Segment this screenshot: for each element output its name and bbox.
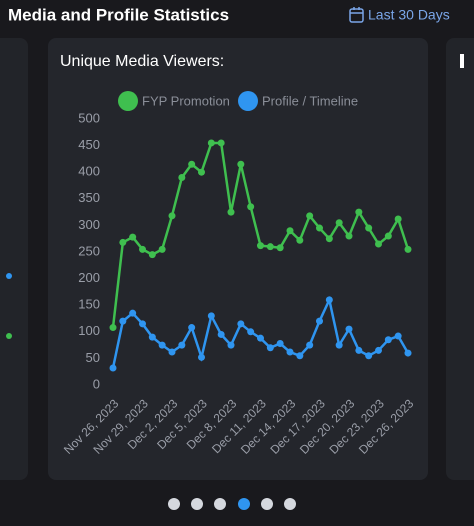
data-point xyxy=(384,232,392,240)
data-point xyxy=(237,320,245,328)
legend-label: Profile / Timeline xyxy=(262,93,358,108)
legend-label: FYP Promotion xyxy=(142,93,230,108)
data-point xyxy=(217,139,225,147)
y-tick-label: 400 xyxy=(78,164,100,179)
data-point xyxy=(119,238,127,246)
data-point xyxy=(247,328,255,336)
legend-swatch xyxy=(118,91,138,111)
page-dot[interactable] xyxy=(261,498,273,510)
data-point xyxy=(129,309,137,317)
data-point xyxy=(316,224,323,232)
page-dot[interactable] xyxy=(214,498,226,510)
data-point xyxy=(355,208,363,216)
data-point xyxy=(316,317,323,325)
data-point xyxy=(139,245,146,253)
data-point xyxy=(286,348,294,356)
page-dot[interactable] xyxy=(284,498,296,510)
y-tick-label: 250 xyxy=(78,243,100,258)
y-tick-label: 100 xyxy=(78,323,100,338)
page-dot[interactable] xyxy=(168,498,180,510)
data-point xyxy=(188,324,196,332)
data-point xyxy=(237,160,245,168)
page-dot[interactable] xyxy=(191,498,203,510)
data-point xyxy=(266,243,274,251)
prev-card-dot xyxy=(6,273,12,279)
data-point xyxy=(119,317,127,325)
y-tick-label: 450 xyxy=(78,137,100,152)
y-tick-label: 50 xyxy=(86,350,100,365)
prev-card-dot xyxy=(6,333,12,339)
y-tick-label: 150 xyxy=(78,297,100,312)
y-tick-label: 200 xyxy=(78,270,100,285)
data-point xyxy=(384,336,392,344)
data-point xyxy=(375,240,382,248)
data-point xyxy=(286,227,294,235)
data-point xyxy=(325,296,333,304)
data-point xyxy=(178,174,186,182)
date-range[interactable]: Last 30 Days xyxy=(368,7,450,23)
page-title: Media and Profile Statistics xyxy=(8,5,229,24)
calendar-icon xyxy=(349,7,364,23)
data-point xyxy=(306,212,314,220)
data-point xyxy=(345,325,353,333)
data-point xyxy=(296,352,304,360)
data-point xyxy=(148,333,156,341)
data-point xyxy=(217,330,225,338)
data-point xyxy=(168,212,176,220)
data-point xyxy=(325,235,333,243)
data-point xyxy=(168,348,176,356)
data-point xyxy=(394,332,402,340)
data-point xyxy=(109,364,117,372)
pagination xyxy=(168,498,296,510)
data-point xyxy=(158,341,166,349)
data-point xyxy=(109,324,117,332)
y-tick-label: 0 xyxy=(93,376,100,391)
data-point xyxy=(375,346,382,354)
data-point xyxy=(355,346,363,354)
legend-swatch xyxy=(238,91,258,111)
card xyxy=(48,38,428,480)
y-tick-label: 500 xyxy=(78,110,100,125)
prev-card xyxy=(0,38,28,480)
data-point xyxy=(247,203,255,211)
data-point xyxy=(178,341,186,349)
data-point xyxy=(335,219,343,227)
data-point xyxy=(227,208,235,216)
data-point xyxy=(148,251,156,259)
y-tick-label: 350 xyxy=(78,190,100,205)
data-point xyxy=(227,341,235,349)
data-point xyxy=(306,341,314,349)
y-tick-label: 300 xyxy=(78,217,100,232)
data-point xyxy=(198,353,205,361)
data-point xyxy=(188,160,196,168)
data-point xyxy=(257,334,264,342)
data-point xyxy=(266,344,274,352)
next-card xyxy=(446,38,474,480)
data-point xyxy=(207,312,215,320)
next-card-title xyxy=(460,54,464,68)
data-point xyxy=(345,232,353,240)
data-point xyxy=(198,168,205,176)
data-point xyxy=(404,349,412,357)
data-point xyxy=(394,215,402,223)
data-point xyxy=(139,320,146,328)
data-point xyxy=(296,236,304,244)
data-point xyxy=(257,242,264,250)
data-point xyxy=(404,245,412,253)
page-dot-active[interactable] xyxy=(238,498,250,510)
data-point xyxy=(207,139,215,147)
data-point xyxy=(335,341,343,349)
data-point xyxy=(365,224,373,232)
card-title: Unique Media Viewers: xyxy=(60,53,224,70)
data-point xyxy=(158,245,166,253)
data-point xyxy=(276,244,284,252)
data-point xyxy=(129,233,137,241)
data-point xyxy=(276,340,284,348)
data-point xyxy=(365,352,373,360)
